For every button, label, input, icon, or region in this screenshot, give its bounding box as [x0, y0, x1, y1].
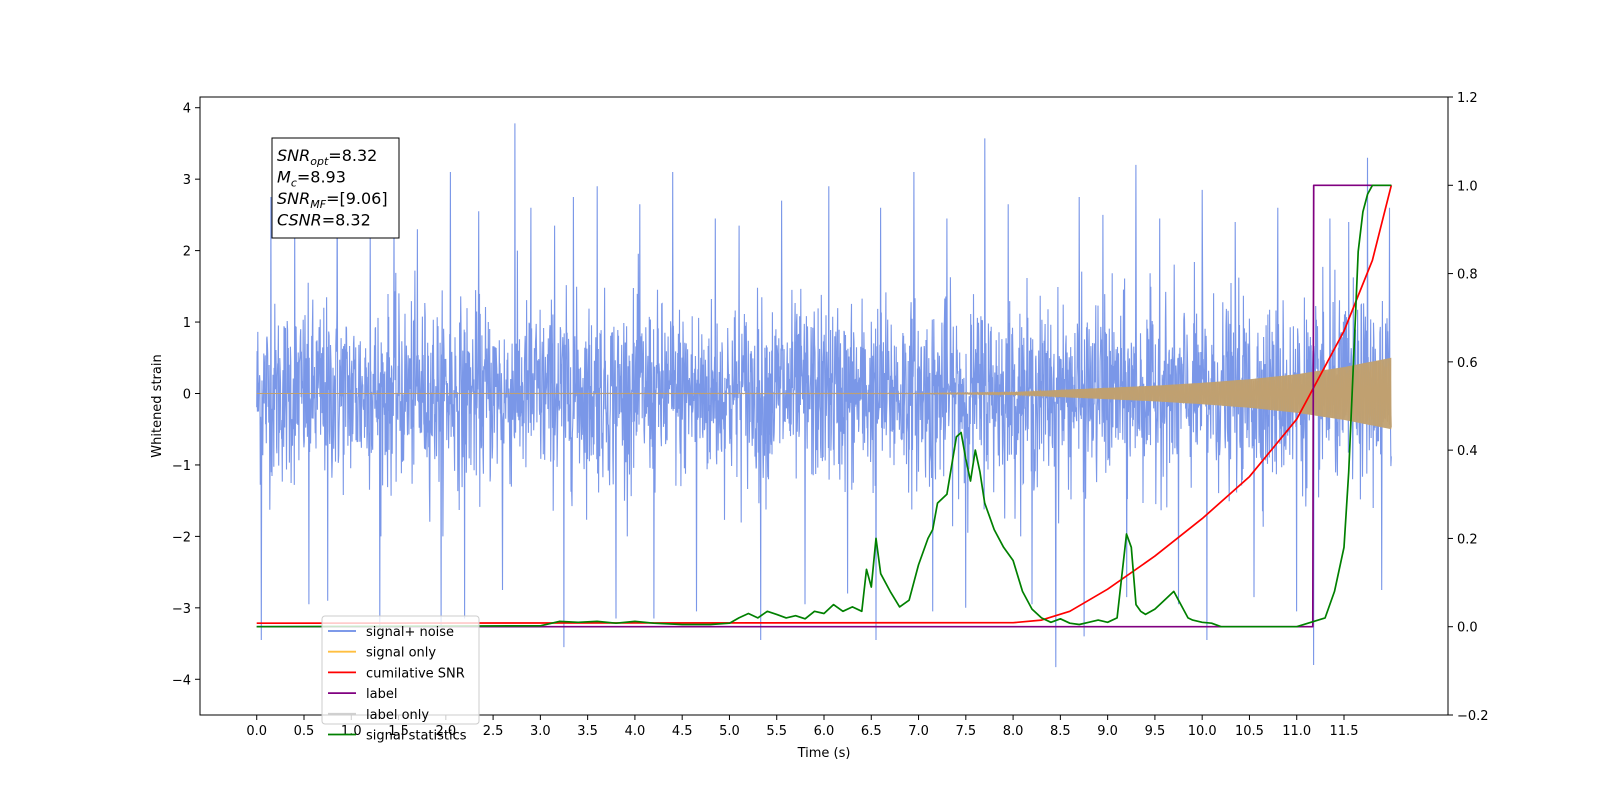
annotation-line: Mc=8.93 — [277, 168, 346, 190]
legend: signal+ noise signal only cumilative SNR la… — [321, 615, 480, 744]
annotation-line: SNRMF=[9.06] — [277, 189, 388, 211]
y-tick-label: 3 — [183, 173, 191, 188]
y2-tick-label: 0.0 — [1457, 621, 1478, 636]
signal-only-line — [256, 360, 1392, 428]
x-tick-label: 3.0 — [530, 724, 551, 739]
plot-area — [256, 123, 1393, 668]
label-line — [256, 184, 1392, 628]
y-tick-label: 2 — [183, 245, 191, 260]
x-tick-label: 11.0 — [1282, 724, 1311, 739]
y-tick-label: −2 — [172, 530, 191, 545]
x-tick-label: 3.5 — [577, 724, 598, 739]
signal-only-series — [256, 357, 1392, 430]
annotation-line: SNRopt=8.32 — [277, 146, 377, 168]
x-tick-label: 5.5 — [766, 724, 787, 739]
signal-noise-line — [256, 123, 1392, 668]
x-tick-label: 7.5 — [955, 724, 976, 739]
annotation-line: CSNR=8.32 — [277, 211, 371, 230]
x-tick-label: 2.5 — [483, 724, 504, 739]
legend-label: cumilative SNR — [366, 666, 465, 681]
x-tick-label: 7.0 — [908, 724, 929, 739]
x-tick-label: 9.5 — [1145, 724, 1166, 739]
x-axis-label: Time (s) — [797, 746, 851, 761]
y2-tick-label: 1.0 — [1457, 179, 1478, 194]
x-tick-label: 0.0 — [246, 724, 267, 739]
x-axis-ticks: 0.0 0.5 1.0 1.5 2.0 2.5 3.0 3.5 4.0 4.5 5.0 5.5 6.0 6… — [246, 715, 1358, 739]
x-tick-label: 8.0 — [1003, 724, 1024, 739]
x-tick-label: 5.0 — [719, 724, 740, 739]
x-tick-label: 10.5 — [1235, 724, 1264, 739]
y2-tick-label: 0.8 — [1457, 268, 1478, 283]
x-tick-label: 9.0 — [1097, 724, 1118, 739]
y-tick-label: −4 — [172, 673, 191, 688]
y2-tick-label: 0.6 — [1457, 356, 1478, 371]
y-tick-label: −1 — [172, 459, 191, 474]
y2-tick-label: −0.2 — [1457, 709, 1489, 724]
x-tick-label: 0.5 — [294, 724, 315, 739]
annotation-frame — [271, 137, 400, 239]
cumilative-snr-line — [256, 185, 1393, 625]
y-tick-label: 4 — [183, 102, 191, 117]
x-tick-label: 8.5 — [1050, 724, 1071, 739]
x-tick-label: 11.5 — [1330, 724, 1359, 739]
y2-tick-label: 0.2 — [1457, 532, 1478, 547]
x-tick-label: 1.0 — [341, 724, 362, 739]
y-tick-label: 1 — [183, 316, 191, 331]
legend-frame — [321, 615, 480, 725]
right-axis-series — [256, 184, 1393, 628]
y2-tick-label: 1.2 — [1457, 91, 1478, 106]
signal-statistics-line — [256, 184, 1392, 628]
signal-noise-series — [256, 123, 1392, 668]
y-tick-label: 0 — [183, 387, 191, 402]
x-tick-label: 4.5 — [672, 724, 693, 739]
y-axis-label: Whitened strain — [150, 354, 165, 457]
legend-label: label only — [366, 708, 429, 723]
y-axis-ticks: −4 −3 −2 −1 0 1 2 3 4 — [172, 102, 200, 688]
legend-label: signal only — [366, 646, 436, 661]
legend-label: signal+ noise — [366, 625, 454, 640]
y2-tick-label: 0.4 — [1457, 444, 1478, 459]
x-tick-label: 6.0 — [814, 724, 835, 739]
y-tick-label: −3 — [172, 602, 191, 617]
x-tick-label: 1.5 — [388, 724, 409, 739]
legend-label: signal statistics — [366, 729, 467, 744]
y2-axis-ticks: −0.2 0.0 0.2 0.4 0.6 0.8 1.0 1.2 — [1448, 91, 1489, 724]
x-tick-label: 6.5 — [861, 724, 882, 739]
x-tick-label: 10.0 — [1188, 724, 1217, 739]
legend-label: label — [366, 687, 397, 702]
x-tick-label: 4.0 — [625, 724, 646, 739]
x-tick-label: 2.0 — [435, 724, 456, 739]
